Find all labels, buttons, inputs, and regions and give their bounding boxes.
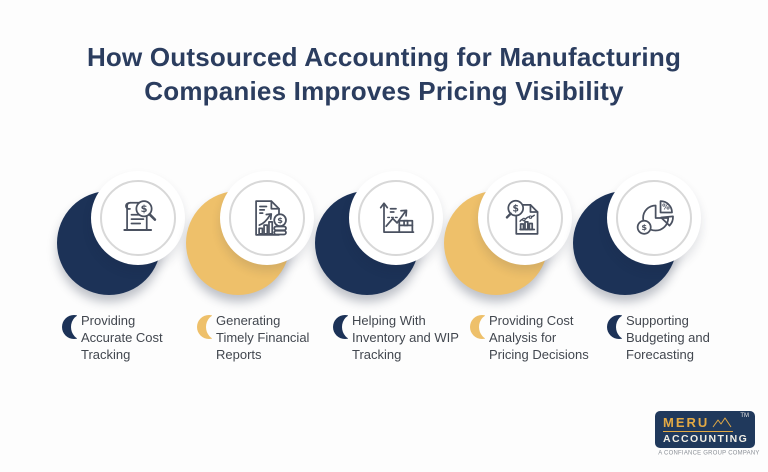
step-item-1: $ xyxy=(57,173,203,305)
label-line: Generating xyxy=(216,313,281,328)
brand-name-top: MERU xyxy=(663,415,710,430)
crescent-bullet-icon xyxy=(607,315,622,339)
label-line: Analysis for xyxy=(489,330,557,345)
trademark-symbol: TM xyxy=(740,413,749,419)
cost-analysis-document-icon: $ xyxy=(505,199,539,235)
crescent-bullet-icon xyxy=(62,315,77,339)
label-line: Supporting xyxy=(626,313,689,328)
label-line: Tracking xyxy=(81,347,131,362)
steps-row: $ $ xyxy=(0,173,768,305)
label-line: Timely Financial xyxy=(216,330,310,345)
crescent-bullet-icon xyxy=(197,315,212,339)
step-label-1: Providing Accurate Cost Tracking xyxy=(62,312,190,363)
mountain-icon xyxy=(712,417,732,428)
svg-text:$: $ xyxy=(641,222,647,232)
svg-text:%: % xyxy=(662,203,670,212)
step-icon-circle xyxy=(358,180,434,256)
brand-logo: MERU TM ACCOUNTING xyxy=(655,411,755,448)
step-icon-circle: $ xyxy=(229,180,305,256)
step-item-2: $ xyxy=(186,173,332,305)
step-icon-circle: $ xyxy=(487,180,563,256)
label-line: Providing xyxy=(81,313,136,328)
growth-chart-package-icon xyxy=(379,202,415,234)
label-line: Budgeting and xyxy=(626,330,710,345)
labels-row: Providing Accurate Cost Tracking Generat… xyxy=(0,312,768,372)
svg-text:$: $ xyxy=(141,204,148,215)
step-label-2: Generating Timely Financial Reports xyxy=(197,312,325,363)
label-line: Inventory and WIP xyxy=(352,330,459,345)
label-line: Tracking xyxy=(352,347,402,362)
brand-tagline: A CONFIANCE GROUP COMPANY xyxy=(658,450,760,456)
step-label-4: Providing Cost Analysis for Pricing Deci… xyxy=(470,312,598,363)
document-magnifier-dollar-icon: $ xyxy=(123,200,157,231)
label-line: Reports xyxy=(216,347,262,362)
step-item-5: % $ xyxy=(573,173,719,305)
step-icon-circle: % $ xyxy=(616,180,692,256)
step-label-5: Supporting Budgeting and Forecasting xyxy=(607,312,735,363)
label-line: Helping With xyxy=(352,313,426,328)
label-line: Forecasting xyxy=(626,347,694,362)
label-line: Providing Cost xyxy=(489,313,574,328)
brand-name-bottom: ACCOUNTING xyxy=(663,433,749,445)
step-icon-circle: $ xyxy=(100,180,176,256)
step-item-4: $ xyxy=(444,173,590,305)
pie-chart-coin-icon: % $ xyxy=(636,200,674,235)
infographic-title: How Outsourced Accounting for Manufactur… xyxy=(86,42,682,106)
label-line: Accurate Cost xyxy=(81,330,163,345)
step-label-3: Helping With Inventory and WIP Tracking xyxy=(333,312,461,363)
svg-text:$: $ xyxy=(513,203,519,214)
crescent-bullet-icon xyxy=(333,315,348,339)
step-item-3 xyxy=(315,173,461,305)
financial-report-coins-icon: $ xyxy=(255,200,287,236)
svg-text:$: $ xyxy=(277,215,283,225)
crescent-bullet-icon xyxy=(470,315,485,339)
label-line: Pricing Decisions xyxy=(489,347,589,362)
